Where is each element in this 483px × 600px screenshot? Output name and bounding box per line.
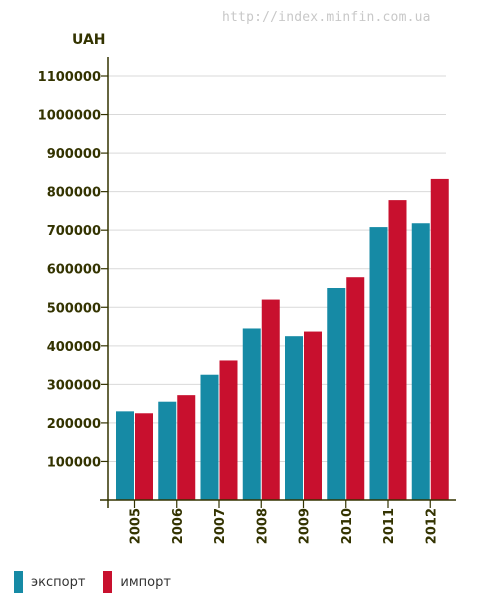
bar-import-2008: [261, 299, 280, 500]
bar-import-2011: [388, 200, 407, 500]
y-tick-label: 1000000: [38, 109, 101, 124]
bar-export-2008: [242, 328, 261, 500]
x-axis-ticks: 2005 2006 2007 2008 2009 2010 2011 2012: [129, 500, 439, 544]
legend: экспорт импорт: [14, 570, 189, 594]
bar-chart: UAH 100000 200000 300000 400000 500000 600000…: [38, 32, 456, 544]
legend-swatch-import: [103, 571, 113, 593]
bar-import-2006: [177, 395, 196, 500]
y-tick-label: 700000: [47, 224, 101, 239]
bar-export-2006: [158, 401, 177, 500]
y-tick-label: 400000: [47, 340, 101, 355]
x-tick-label: 2007: [213, 508, 228, 544]
bar-export-2012: [411, 223, 430, 500]
bar-export-2010: [327, 288, 346, 500]
bar-import-2009: [304, 331, 322, 500]
bar-export-2009: [285, 336, 303, 500]
legend-label-export: экспорт: [31, 574, 86, 590]
y-tick-label: 300000: [47, 378, 101, 393]
y-tick-label: 100000: [47, 455, 101, 470]
y-tick-label: 900000: [47, 147, 101, 162]
y-axis-ticks: 100000 200000 300000 400000 500000 600000 7000…: [38, 70, 108, 470]
x-tick-label: 2008: [255, 508, 270, 544]
legend-label-import: импорт: [120, 574, 171, 590]
legend-item-export: экспорт: [14, 571, 85, 593]
x-tick-label: 2012: [424, 508, 439, 544]
bar-export-2005: [116, 411, 134, 500]
bar-import-2010: [346, 277, 365, 500]
x-tick-label: 2009: [298, 508, 313, 544]
y-tick-label: 200000: [47, 417, 101, 432]
x-tick-label: 2011: [382, 508, 397, 544]
x-tick-label: 2005: [129, 508, 144, 544]
y-axis-label: UAH: [72, 32, 106, 48]
bar-export-2011: [369, 227, 388, 500]
bar-import-2005: [135, 413, 153, 500]
bars: [116, 178, 449, 500]
x-tick-label: 2006: [171, 508, 186, 544]
y-tick-label: 800000: [47, 186, 101, 201]
x-tick-label: 2010: [340, 508, 355, 544]
bar-import-2012: [430, 178, 449, 500]
y-tick-label: 600000: [47, 263, 101, 278]
source-watermark: http://index.minfin.com.ua: [222, 10, 431, 25]
y-tick-label: 1100000: [38, 70, 101, 85]
y-tick-label: 500000: [47, 301, 101, 316]
legend-swatch-export: [14, 571, 23, 593]
bar-export-2007: [200, 374, 219, 500]
bar-import-2007: [219, 360, 238, 500]
legend-item-import: импорт: [103, 571, 171, 593]
